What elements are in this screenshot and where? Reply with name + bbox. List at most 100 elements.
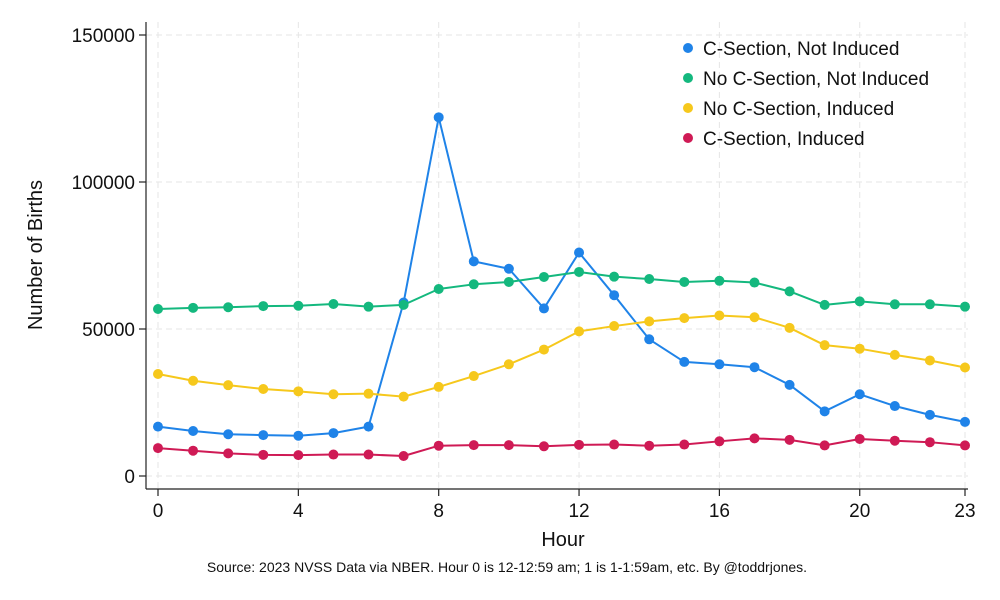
data-point — [328, 449, 339, 460]
data-point — [153, 304, 163, 315]
data-point — [960, 440, 970, 451]
data-point — [538, 303, 549, 314]
data-point — [960, 416, 970, 427]
data-point — [854, 296, 865, 307]
x-tick-label: 12 — [568, 501, 589, 522]
data-point — [749, 362, 760, 373]
data-point — [609, 439, 620, 450]
data-point — [924, 409, 935, 420]
legend: C-Section, Not Induced No C-Section, Not … — [683, 39, 929, 150]
data-point — [749, 312, 760, 323]
data-point — [328, 389, 339, 400]
data-point — [854, 389, 865, 400]
data-point — [784, 379, 795, 390]
data-point — [258, 430, 269, 441]
data-point — [644, 440, 655, 451]
x-tick-label: 20 — [849, 501, 870, 522]
data-point — [468, 279, 479, 290]
data-point — [714, 275, 725, 286]
data-point — [784, 286, 795, 297]
data-point — [819, 340, 830, 351]
data-point — [644, 334, 655, 345]
data-point — [503, 276, 514, 287]
y-tick-label: 0 — [124, 467, 135, 488]
data-point — [574, 439, 585, 450]
data-point — [644, 274, 655, 285]
data-point — [889, 349, 900, 360]
data-point — [889, 299, 900, 310]
data-point — [889, 435, 900, 446]
data-point — [714, 436, 725, 447]
data-point — [679, 276, 690, 287]
x-tick-label: 8 — [433, 501, 444, 522]
data-point — [188, 302, 199, 313]
y-tick-label: 50000 — [82, 320, 135, 341]
x-tick-label: 0 — [153, 501, 164, 522]
data-point — [223, 302, 234, 313]
data-point — [679, 313, 690, 324]
data-point — [293, 300, 304, 311]
legend-marker — [683, 43, 693, 53]
data-point — [363, 388, 374, 399]
x-tick-label: 4 — [293, 501, 304, 522]
y-tick-label: 150000 — [72, 26, 135, 47]
y-tick-label: 100000 — [72, 173, 135, 194]
data-point — [398, 299, 409, 310]
legend-marker — [683, 103, 693, 113]
data-point — [503, 440, 514, 451]
data-point — [223, 448, 234, 459]
data-point — [960, 301, 970, 312]
series-line — [157, 314, 966, 398]
data-point — [293, 386, 304, 397]
data-point — [960, 362, 970, 373]
legend-label: No C-Section, Induced — [703, 99, 894, 120]
series-2 — [153, 266, 970, 315]
data-point — [574, 266, 585, 277]
legend-label: No C-Section, Not Induced — [703, 69, 929, 90]
data-point — [223, 429, 234, 440]
data-point — [609, 321, 620, 332]
data-point — [679, 439, 690, 450]
data-point — [293, 450, 304, 461]
data-point — [153, 443, 163, 454]
grid-layer — [146, 22, 968, 489]
data-point — [924, 437, 935, 448]
data-point — [574, 247, 585, 258]
data-point — [854, 433, 865, 444]
data-point — [293, 430, 304, 441]
series-line — [157, 116, 966, 437]
data-point — [363, 301, 374, 312]
series-1 — [153, 112, 970, 441]
series-line — [157, 270, 966, 311]
data-point — [433, 112, 444, 123]
data-point — [258, 383, 269, 394]
y-axis-title: Number of Births — [25, 180, 47, 330]
data-point — [749, 433, 760, 444]
legend-label: C-Section, Induced — [703, 129, 865, 150]
x-tick-label: 16 — [709, 501, 730, 522]
data-point — [153, 368, 163, 379]
data-point — [924, 299, 935, 310]
data-point — [363, 449, 374, 460]
series-layer — [153, 112, 970, 462]
legend-label: C-Section, Not Induced — [703, 39, 899, 60]
data-point — [644, 316, 655, 327]
data-point — [679, 356, 690, 367]
source-note: Source: 2023 NVSS Data via NBER. Hour 0 … — [207, 559, 807, 575]
data-point — [433, 381, 444, 392]
data-point — [328, 299, 339, 310]
data-point — [188, 426, 199, 437]
data-point — [398, 391, 409, 402]
data-point — [819, 299, 830, 310]
data-point — [398, 451, 409, 462]
data-point — [714, 359, 725, 370]
data-point — [574, 326, 585, 337]
data-point — [188, 375, 199, 386]
data-point — [714, 310, 725, 321]
axes-layer: 0 50000 100000 150000 0 4 8 12 16 20 23 — [72, 22, 976, 522]
legend-marker — [683, 73, 693, 83]
data-point — [153, 421, 163, 432]
data-point — [819, 406, 830, 417]
